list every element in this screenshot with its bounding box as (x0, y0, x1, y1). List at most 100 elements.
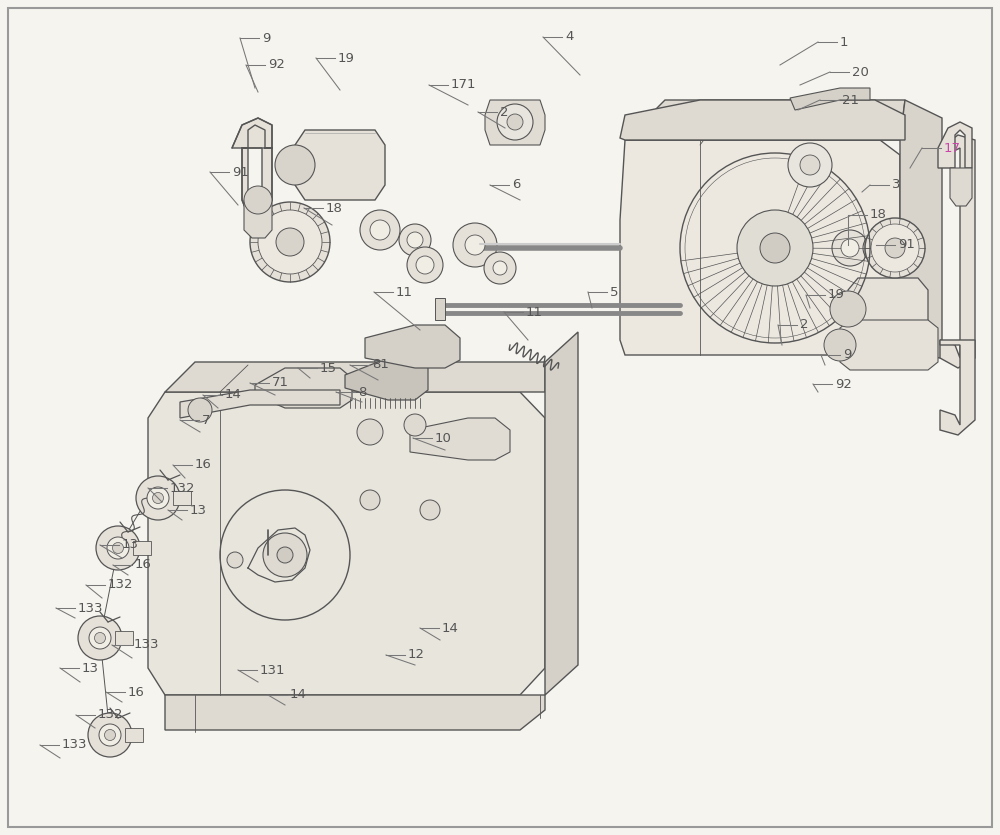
Circle shape (104, 730, 116, 741)
Circle shape (493, 261, 507, 275)
Text: 171: 171 (451, 78, 477, 92)
Circle shape (760, 233, 790, 263)
Text: 15: 15 (320, 362, 337, 375)
Polygon shape (435, 298, 445, 320)
Circle shape (465, 235, 485, 255)
Polygon shape (900, 100, 942, 358)
Circle shape (407, 247, 443, 283)
Circle shape (832, 230, 868, 266)
Polygon shape (165, 362, 545, 392)
Polygon shape (938, 122, 972, 168)
Text: 133: 133 (134, 639, 160, 651)
Circle shape (507, 114, 523, 130)
Text: 1: 1 (840, 36, 848, 48)
Polygon shape (840, 320, 938, 370)
Circle shape (244, 186, 272, 214)
Text: 11: 11 (396, 286, 413, 298)
Text: 19: 19 (828, 289, 845, 301)
Text: 14: 14 (225, 388, 242, 402)
Polygon shape (950, 168, 972, 206)
Text: 13: 13 (190, 504, 207, 517)
Text: 14: 14 (442, 621, 459, 635)
Circle shape (824, 329, 856, 361)
Circle shape (276, 228, 304, 256)
Text: 16: 16 (128, 686, 145, 699)
Circle shape (357, 419, 383, 445)
Circle shape (88, 713, 132, 757)
Text: 2: 2 (800, 318, 808, 331)
Polygon shape (620, 100, 905, 140)
Circle shape (497, 104, 533, 140)
Polygon shape (165, 695, 545, 730)
Circle shape (360, 210, 400, 250)
Text: 4: 4 (565, 31, 573, 43)
Circle shape (188, 398, 212, 422)
Circle shape (885, 238, 905, 258)
Text: 12: 12 (408, 649, 425, 661)
Polygon shape (625, 100, 905, 140)
Circle shape (830, 291, 866, 327)
Circle shape (263, 533, 307, 577)
Text: 18: 18 (870, 209, 887, 221)
Circle shape (737, 210, 813, 286)
Text: 8: 8 (358, 386, 366, 398)
Circle shape (89, 627, 111, 649)
Text: 3: 3 (892, 179, 900, 191)
Circle shape (152, 493, 164, 504)
Circle shape (360, 490, 380, 510)
Circle shape (227, 552, 243, 568)
Circle shape (258, 210, 322, 274)
Polygon shape (295, 130, 385, 200)
Polygon shape (545, 332, 578, 695)
Circle shape (788, 143, 832, 187)
Polygon shape (232, 118, 272, 215)
Polygon shape (180, 390, 340, 418)
Circle shape (420, 500, 440, 520)
Polygon shape (365, 325, 460, 368)
Text: 132: 132 (170, 482, 196, 494)
Polygon shape (410, 418, 510, 460)
Circle shape (863, 233, 893, 263)
Circle shape (399, 224, 431, 256)
Text: 9: 9 (262, 32, 270, 44)
Text: 81: 81 (372, 358, 389, 372)
Polygon shape (620, 140, 900, 355)
Text: 16: 16 (195, 458, 212, 472)
Text: 9: 9 (843, 348, 851, 362)
Text: 11: 11 (526, 306, 543, 318)
Polygon shape (244, 200, 272, 238)
Circle shape (78, 616, 122, 660)
Polygon shape (133, 541, 151, 554)
Text: 13: 13 (122, 539, 139, 551)
Polygon shape (940, 135, 975, 368)
Text: 133: 133 (78, 601, 104, 615)
Text: 92: 92 (268, 58, 285, 72)
Circle shape (277, 547, 293, 563)
Circle shape (107, 537, 129, 559)
Polygon shape (940, 340, 975, 435)
Circle shape (871, 241, 885, 255)
Text: 16: 16 (135, 559, 152, 571)
Polygon shape (345, 358, 428, 400)
Circle shape (136, 476, 180, 520)
Polygon shape (173, 492, 191, 504)
Text: 71: 71 (272, 377, 289, 389)
Text: 18: 18 (326, 201, 343, 215)
Circle shape (416, 256, 434, 274)
Circle shape (96, 526, 140, 570)
Text: 91: 91 (232, 165, 249, 179)
Polygon shape (485, 100, 545, 145)
Circle shape (275, 145, 315, 185)
Circle shape (484, 252, 516, 284)
Circle shape (865, 218, 925, 278)
Text: 13: 13 (82, 661, 99, 675)
Text: 21: 21 (842, 94, 859, 107)
Text: 14: 14 (290, 689, 307, 701)
Text: 91: 91 (898, 239, 915, 251)
Text: 132: 132 (108, 579, 134, 591)
Circle shape (404, 414, 426, 436)
Text: 131: 131 (260, 664, 286, 676)
Circle shape (99, 724, 121, 746)
Text: 5: 5 (610, 286, 618, 298)
Polygon shape (125, 728, 143, 741)
